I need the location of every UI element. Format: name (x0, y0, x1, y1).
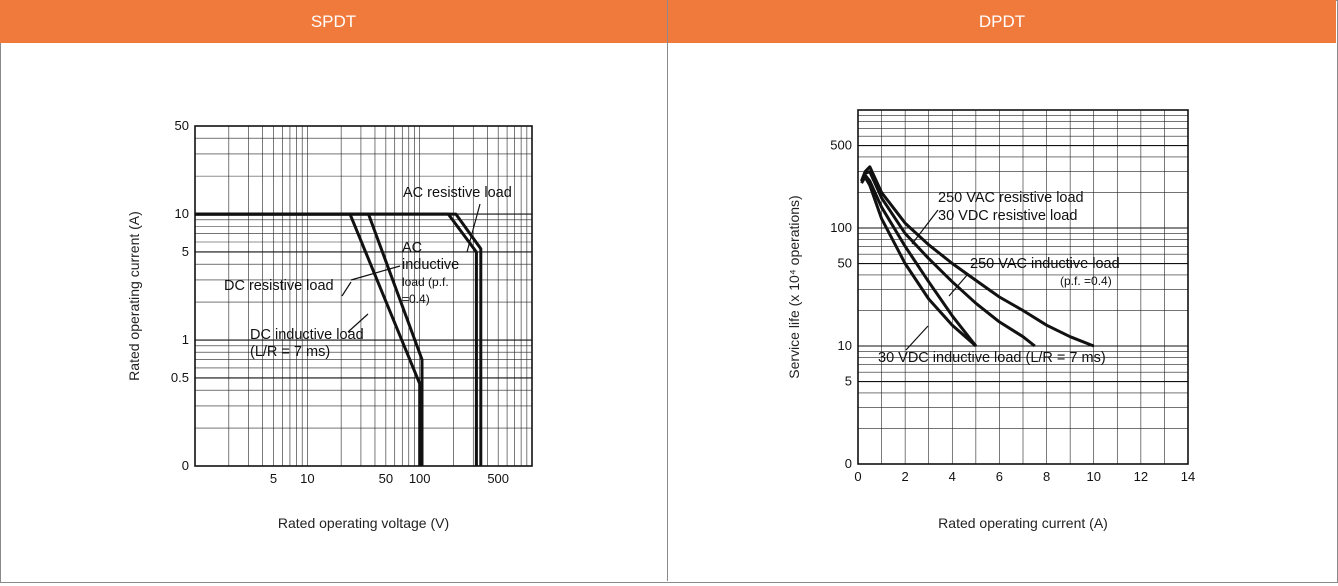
header-dpdt: DPDT (668, 0, 1336, 43)
annotation-leader (948, 273, 969, 297)
annotation-text: 30 VDC resistive load (938, 208, 1077, 224)
y-tick-label: 50 (838, 256, 852, 271)
x-tick-label: 8 (1043, 469, 1050, 484)
y-tick-label: 500 (830, 138, 852, 153)
plot-area (194, 125, 533, 467)
y-tick-label: 10 (175, 206, 189, 221)
annotation-text: inductive (402, 257, 459, 273)
x-tick-label: 0 (854, 469, 861, 484)
y-tick-label: 50 (175, 118, 189, 133)
annotation-text: AC (402, 240, 422, 256)
y-tick-label: 0.5 (171, 370, 189, 385)
annotation-text: DC resistive load (224, 278, 334, 294)
annotation-text: AC resistive load (403, 185, 512, 201)
series-line-3 (860, 175, 977, 348)
spdt-panel: 5 10 50 100 500 0 0.5 1 5 10 50 Rated operating vol… (0, 44, 667, 581)
y-tick-label: 5 (182, 244, 189, 259)
annotation-leader (466, 203, 481, 253)
series-line-0 (860, 165, 1095, 348)
annotation-text: =0.4) (402, 292, 430, 306)
annotation-text: 250 VAC resistive load (938, 190, 1084, 206)
x-tick-label: 5 (270, 471, 277, 486)
dpdt-panel: 0 2 4 6 8 10 12 14 0 5 10 50 100 500 Rated operating c… (668, 44, 1336, 581)
plot-frame (857, 109, 1189, 465)
x-tick-label: 50 (379, 471, 393, 486)
annotation-leader (341, 281, 352, 297)
column-divider (667, 0, 668, 581)
y-tick-label: 100 (830, 220, 852, 235)
x-tick-label: 10 (300, 471, 314, 486)
annotation-text: DC inductive load (250, 327, 364, 343)
y-tick-label: 5 (845, 374, 852, 389)
y-tick-label: 0 (845, 456, 852, 471)
series-line-3 (195, 212, 483, 466)
annotation-text: 250 VAC inductive load (970, 256, 1120, 272)
dpdt-chart: 0 2 4 6 8 10 12 14 0 5 10 50 100 500 Rated operating c… (786, 109, 1195, 531)
x-tick-label: 12 (1134, 469, 1148, 484)
y-tick-label: 0 (182, 458, 189, 473)
annotation-text: load (p.f. (402, 275, 449, 289)
annotation-leader (905, 325, 929, 351)
x-tick-label: 500 (487, 471, 509, 486)
header-spdt: SPDT (0, 0, 667, 43)
annotation-text: (p.f. =0.4) (1060, 274, 1112, 288)
y-tick-label: 1 (182, 332, 189, 347)
x-tick-label: 4 (949, 469, 956, 484)
x-tick-label: 2 (902, 469, 909, 484)
x-tick-label: 14 (1181, 469, 1195, 484)
annotation-leader (350, 265, 401, 281)
x-axis-label: Rated operating current (A) (938, 515, 1108, 531)
x-tick-label: 100 (409, 471, 431, 486)
y-axis-label: Service life (x 10⁴ operations) (786, 195, 802, 378)
annotation-leader (347, 313, 369, 333)
plot-frame (194, 125, 533, 467)
annotation-text: 30 VDC inductive load (L/R = 7 ms) (878, 350, 1106, 366)
y-tick-label: 10 (838, 338, 852, 353)
series-line-1 (860, 170, 1036, 348)
spdt-chart: 5 10 50 100 500 0 0.5 1 5 10 50 Rated operating vol… (126, 118, 533, 531)
x-tick-label: 6 (996, 469, 1003, 484)
x-axis-label: Rated operating voltage (V) (278, 515, 449, 531)
y-axis-label: Rated operating current (A) (126, 211, 142, 381)
plot-area (857, 109, 1189, 465)
annotation-text: (L/R = 7 ms) (250, 344, 330, 360)
annotation-leader (911, 209, 939, 245)
x-tick-label: 10 (1086, 469, 1100, 484)
